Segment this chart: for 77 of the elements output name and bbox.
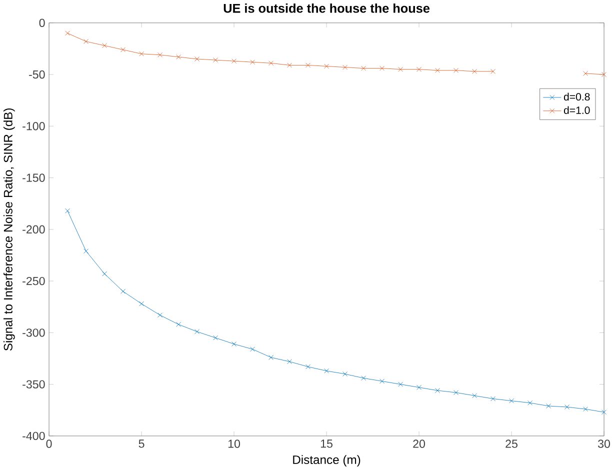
point	[213, 58, 218, 63]
y-tick-label: -100	[22, 122, 45, 130]
point	[528, 400, 532, 406]
y-tick-label: -300	[22, 328, 45, 337]
point	[306, 62, 310, 68]
x-tick-label: 10	[228, 440, 240, 448]
point	[139, 51, 144, 56]
point	[120, 288, 126, 294]
y-axis-title: Signal to Interference Noise Ratio, SINR (dB)	[4, 108, 15, 351]
y-tick-label: -50	[29, 70, 45, 79]
point	[546, 404, 551, 408]
legend-label: d=1.0	[564, 106, 590, 114]
legend-label: d=0.8	[564, 92, 590, 101]
point	[306, 364, 310, 370]
point	[361, 66, 366, 71]
point	[213, 335, 218, 340]
point	[380, 378, 384, 384]
point	[324, 64, 329, 69]
point	[454, 390, 458, 396]
point	[435, 68, 440, 73]
point	[380, 66, 384, 71]
point	[268, 355, 274, 360]
x-tick-label: 20	[413, 440, 426, 448]
point	[194, 56, 200, 62]
point	[602, 72, 606, 77]
point	[342, 372, 348, 376]
point	[509, 398, 514, 404]
point	[176, 54, 181, 60]
point	[490, 396, 496, 402]
y-tick-label: -150	[22, 174, 45, 182]
point	[250, 60, 255, 65]
point	[102, 271, 107, 276]
x-tick-label: 30	[598, 440, 610, 448]
point	[65, 30, 70, 36]
point	[84, 39, 88, 44]
point	[139, 301, 144, 306]
point	[194, 329, 200, 334]
point	[564, 404, 570, 410]
point	[342, 64, 348, 70]
point	[416, 384, 422, 390]
x-tick-label: 15	[320, 440, 332, 448]
x-axis-title: Distance (m)	[293, 455, 360, 466]
y-tick-label: -200	[22, 225, 45, 234]
point	[158, 52, 162, 58]
point	[287, 62, 292, 68]
point	[102, 43, 107, 48]
x-tick-label: 25	[506, 440, 518, 448]
point	[583, 71, 588, 76]
point	[398, 66, 403, 72]
y-tick-label: -250	[22, 276, 45, 286]
point	[120, 47, 126, 52]
point	[398, 382, 403, 387]
point	[84, 248, 88, 254]
point	[232, 58, 236, 64]
y-tick-label: 0	[39, 18, 45, 27]
point	[435, 388, 440, 393]
y-tick-label: -400	[22, 432, 45, 440]
point	[472, 68, 477, 74]
point	[232, 342, 236, 346]
chart-title: UE is outside the house the house	[224, 4, 430, 13]
x-tick-label: 0	[46, 440, 52, 448]
point	[250, 346, 255, 352]
point	[490, 68, 496, 74]
point	[602, 410, 606, 415]
point	[287, 359, 292, 364]
point	[65, 208, 70, 214]
point	[324, 368, 329, 374]
point	[454, 68, 458, 73]
point	[176, 322, 181, 327]
point	[268, 60, 274, 66]
point	[416, 66, 422, 72]
x-tick-label: 5	[138, 440, 144, 448]
point	[583, 406, 588, 412]
point	[361, 376, 366, 381]
point	[158, 312, 162, 318]
y-tick-label: -350	[22, 380, 45, 388]
point	[472, 393, 477, 398]
